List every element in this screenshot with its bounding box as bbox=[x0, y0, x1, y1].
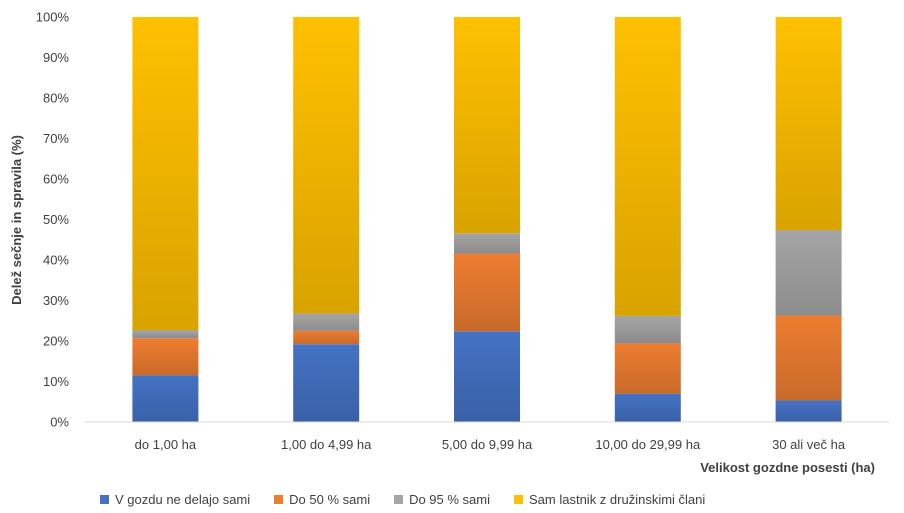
y-tick-label: 30% bbox=[43, 293, 69, 308]
bar-segment bbox=[775, 17, 842, 231]
x-tick-label: 1,00 do 4,99 ha bbox=[281, 437, 372, 452]
bar-segment bbox=[614, 343, 681, 394]
y-tick-label: 70% bbox=[43, 131, 69, 146]
bar-segment bbox=[293, 17, 360, 314]
x-tick-label: do 1,00 ha bbox=[135, 437, 197, 452]
legend-label: Do 50 % sami bbox=[289, 492, 371, 507]
legend-item: Do 50 % sami bbox=[274, 492, 370, 507]
bar-segment bbox=[293, 344, 360, 422]
y-axis-title: Delež sečnje in spravila (%) bbox=[9, 135, 24, 305]
legend: V gozdu ne delajo sami Do 50 % sami Do 95 … bbox=[100, 492, 729, 507]
bar-segment bbox=[614, 17, 681, 316]
legend-label: V gozdu ne delajo sami bbox=[115, 492, 251, 507]
x-tick-label: 30 ali več ha bbox=[772, 437, 846, 452]
bar-segment bbox=[454, 17, 520, 234]
y-tick-label: 50% bbox=[43, 212, 69, 227]
y-tick-label: 90% bbox=[43, 50, 69, 65]
y-tick-label: 0% bbox=[50, 415, 69, 430]
legend-swatch bbox=[274, 495, 284, 504]
legend-label: Sam lastnik z družinskimi člani bbox=[529, 492, 706, 507]
bars bbox=[132, 17, 842, 422]
y-tick-label: 10% bbox=[43, 374, 69, 389]
legend-item: V gozdu ne delajo sami bbox=[100, 492, 250, 507]
y-tick-label: 60% bbox=[43, 172, 69, 187]
bar-segment bbox=[132, 338, 199, 376]
bar-segment bbox=[293, 330, 360, 345]
bar-segment bbox=[132, 17, 199, 331]
legend-swatch bbox=[394, 495, 404, 504]
bar-segment bbox=[132, 330, 199, 339]
legend-swatch bbox=[514, 495, 523, 504]
legend-swatch bbox=[100, 495, 109, 504]
bar-segment bbox=[775, 400, 842, 422]
stacked-bar-chart: 0% 10% 20% 30% 40% 50% 60% 70% 80% 90% 100% do 1,0… bbox=[9, 10, 889, 475]
y-tick-label: 100% bbox=[36, 10, 70, 25]
y-tick-label: 80% bbox=[43, 91, 69, 106]
bar-segment bbox=[614, 393, 681, 422]
bar-segment bbox=[614, 315, 681, 344]
x-axis-ticks: do 1,00 ha 1,00 do 4,99 ha 5,00 do 9,99 ha… bbox=[135, 437, 846, 452]
y-tick-label: 40% bbox=[43, 253, 69, 268]
bar-segment bbox=[454, 253, 520, 332]
bar-segment bbox=[454, 233, 520, 254]
legend-item: Do 95 % sami bbox=[394, 492, 490, 507]
legend-item: Sam lastnik z družinskimi člani bbox=[514, 492, 705, 507]
y-tick-label: 20% bbox=[43, 334, 69, 349]
bar-segment bbox=[775, 315, 842, 401]
legend-label: Do 95 % sami bbox=[409, 492, 490, 507]
x-tick-label: 5,00 do 9,99 ha bbox=[442, 437, 533, 452]
x-axis-title: Velikost gozdne posesti (ha) bbox=[700, 460, 875, 475]
bar-segment bbox=[293, 313, 360, 331]
bar-segment bbox=[132, 375, 199, 422]
bar-segment bbox=[775, 230, 842, 316]
y-axis-ticks: 0% 10% 20% 30% 40% 50% 60% 70% 80% 90% 100% bbox=[36, 10, 70, 430]
bar-segment bbox=[454, 331, 520, 422]
x-tick-label: 10,00 do 29,99 ha bbox=[595, 437, 701, 452]
